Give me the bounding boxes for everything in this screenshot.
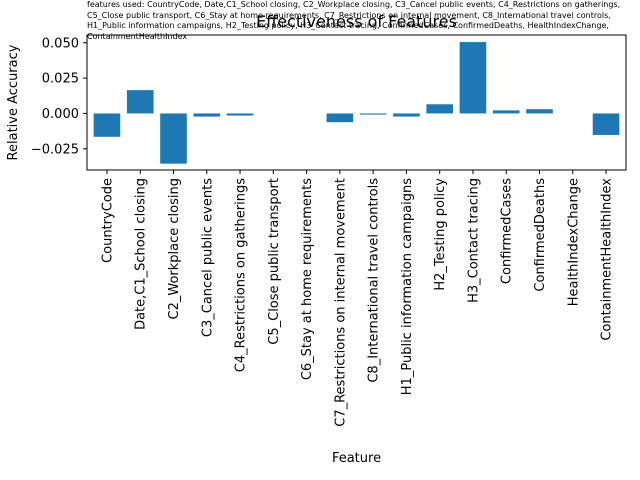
features-note: features used: CountryCode, Date,C1_Scho… — [87, 0, 621, 41]
x-tick-label: C6_Stay at home requirements — [300, 178, 315, 380]
x-tick-label: C4_Restrictions on gatherings — [234, 178, 249, 372]
bar — [160, 113, 187, 164]
bars-group — [93, 42, 620, 164]
x-axis-label: Feature — [332, 451, 381, 466]
x-tick-label: H2_Testing policy — [433, 178, 448, 291]
y-tick-label: −0.025 — [31, 142, 79, 157]
x-tick-label: Date,C1_School closing — [134, 178, 149, 330]
bar — [459, 42, 487, 114]
bar — [359, 113, 387, 115]
axes-frame — [86, 34, 627, 171]
x-ticks: CountryCode Date,C1_School closing C2_Work… — [100, 170, 615, 427]
bar — [526, 109, 553, 114]
y-tick-label: 0.025 — [42, 72, 79, 87]
x-tick-label: ContainmentHealthIndex — [600, 178, 615, 341]
x-tick-label: ConfirmedCases — [500, 178, 515, 284]
x-tick-label: ConfirmedDeaths — [533, 178, 548, 292]
x-tick-label: HealthIndexChange — [566, 178, 581, 306]
x-tick-label: C7_Restrictions on internal movement — [333, 178, 348, 427]
y-axis-label: Relative Accuracy — [6, 44, 21, 160]
x-tick-label: CountryCode — [100, 178, 115, 263]
bar — [426, 104, 453, 114]
bar — [492, 110, 520, 114]
bar — [592, 113, 620, 135]
bar — [193, 113, 221, 117]
chart-title: Effectiveness of Features — [256, 12, 457, 31]
bar — [126, 90, 154, 114]
bar — [226, 113, 254, 116]
bar — [326, 113, 354, 123]
x-tick-label: C3_Cancel public events — [200, 178, 215, 337]
x-tick-label: H3_Contact tracing — [466, 178, 481, 303]
y-tick-label: 0.050 — [42, 36, 79, 51]
y-tick-label: 0.000 — [42, 107, 79, 122]
x-tick-label: C2_Workplace closing — [167, 178, 182, 319]
bar — [393, 113, 420, 117]
x-tick-label: C5_Close public transport — [267, 178, 282, 345]
bar — [93, 113, 121, 137]
y-ticks: −0.025 0.000 0.025 0.050 — [31, 36, 87, 157]
x-tick-label: H1_Public information campaigns — [400, 178, 415, 395]
x-tick-label: C8_International travel controls — [367, 178, 382, 383]
